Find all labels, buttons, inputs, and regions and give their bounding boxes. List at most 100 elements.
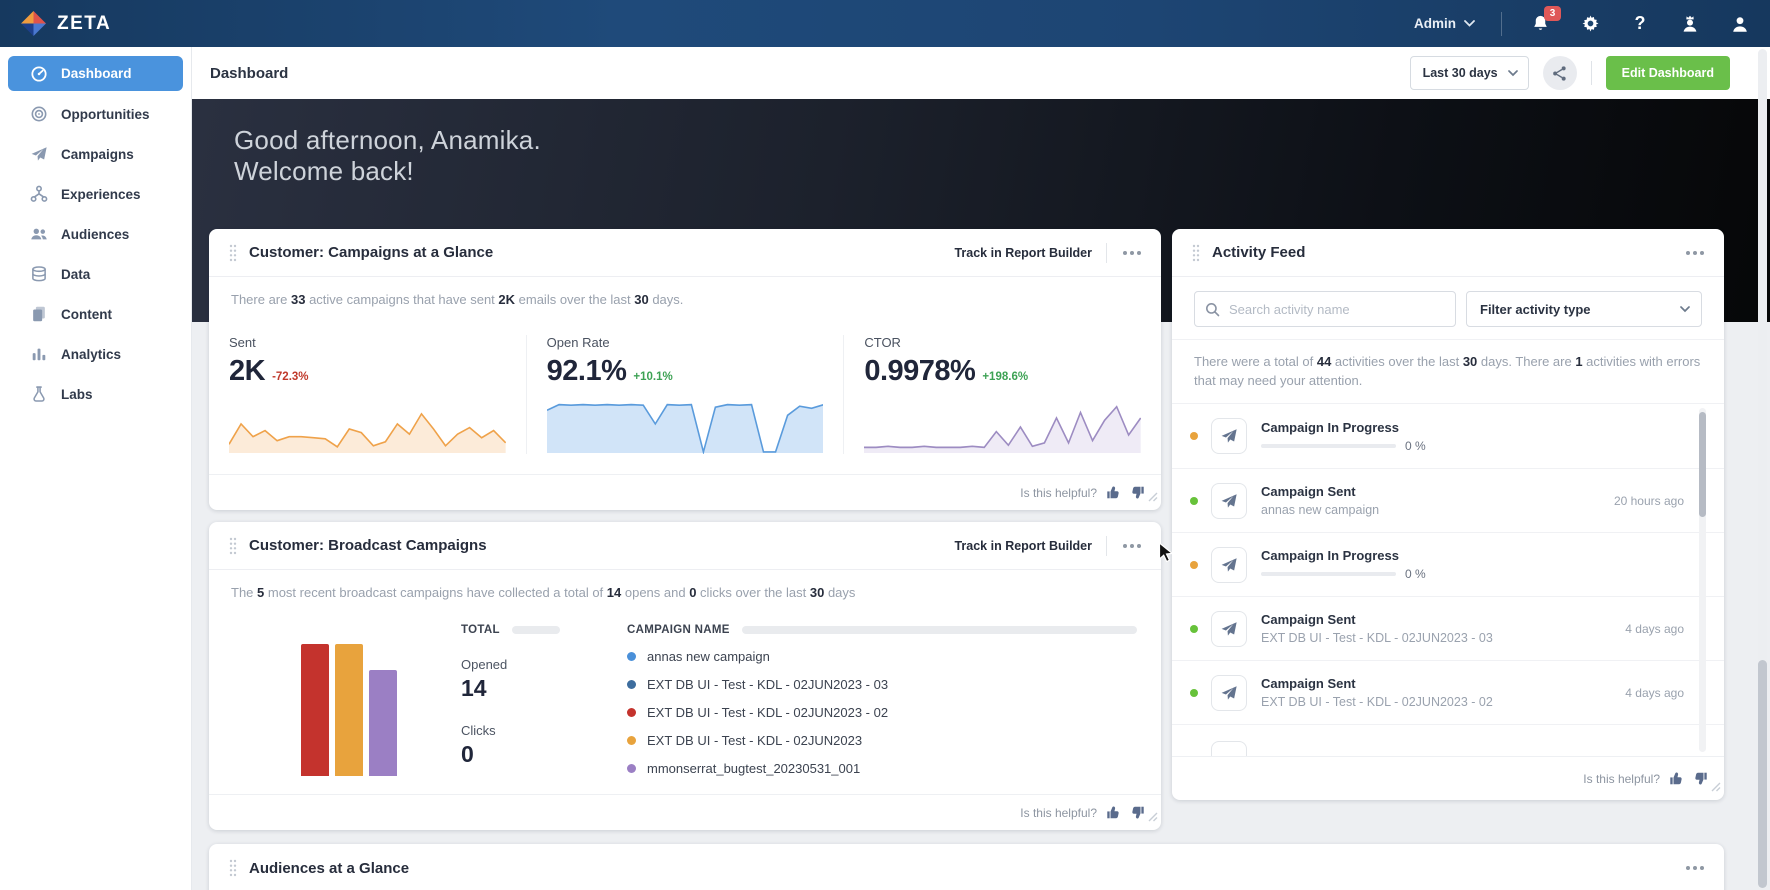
resize-handle-icon[interactable]: [1147, 809, 1158, 827]
campaign-icon-box: [1211, 610, 1247, 647]
track-in-report-builder-link[interactable]: Track in Report Builder: [954, 538, 1092, 553]
gauge-icon: [30, 65, 48, 83]
header-divider: [1106, 242, 1107, 263]
metric-value: 92.1%: [546, 355, 627, 387]
notification-badge: 3: [1544, 5, 1561, 21]
thumb-up-icon[interactable]: [1106, 805, 1121, 820]
bar-3: [335, 644, 363, 776]
activity-list: Campaign In Progress 0 %: [1172, 404, 1724, 756]
progress-bar: [1261, 572, 1396, 576]
sidebar-item-opportunities[interactable]: Opportunities: [8, 94, 183, 134]
opened-label: Opened: [461, 657, 508, 672]
page-header: Dashboard Last 30 days Edit Dashboard: [192, 47, 1770, 99]
date-range-select[interactable]: Last 30 days: [1409, 56, 1529, 90]
sidebar-item-label: Opportunities: [61, 106, 150, 122]
sidebar: Dashboard Opportunities Campaigns Experi…: [0, 47, 192, 890]
sidebar-item-audiences[interactable]: Audiences: [8, 214, 183, 254]
activity-item[interactable]: Campaign In Progress 0 %: [1172, 532, 1724, 596]
drag-handle-icon[interactable]: [229, 244, 237, 262]
sidebar-item-analytics[interactable]: Analytics: [8, 334, 183, 374]
chevron-down-icon: [1464, 20, 1475, 27]
activity-item-partial[interactable]: [1172, 724, 1724, 756]
track-in-report-builder-link[interactable]: Track in Report Builder: [954, 245, 1092, 260]
activity-scrollbar-thumb[interactable]: [1699, 412, 1706, 517]
zeta-logo[interactable]: ZETA: [20, 10, 111, 37]
admin-dropdown[interactable]: Admin: [1414, 16, 1475, 31]
sidebar-item-label: Dashboard: [61, 66, 132, 81]
column-header-bar: [741, 626, 1137, 634]
metric-value: 2K: [229, 355, 266, 387]
activity-title: Campaign Sent: [1261, 612, 1356, 627]
activity-item[interactable]: Campaign Sent annas new campaign 20 hour…: [1172, 468, 1724, 532]
share-button[interactable]: [1542, 56, 1577, 90]
edit-dashboard-button[interactable]: Edit Dashboard: [1605, 56, 1730, 90]
sidebar-item-data[interactable]: Data: [8, 254, 183, 294]
activity-item[interactable]: Campaign In Progress 0 %: [1172, 404, 1724, 468]
zeta-diamond-icon: [20, 10, 47, 37]
legend-item: EXT DB UI - Test - KDL - 02JUN2023: [627, 733, 1137, 748]
greeting-line1: Good afternoon, Anamika.: [234, 125, 541, 155]
activity-item[interactable]: Campaign Sent EXT DB UI - Test - KDL - 0…: [1172, 660, 1724, 724]
admin-users-button[interactable]: [1678, 12, 1702, 36]
thumb-down-icon[interactable]: [1693, 771, 1708, 786]
user-crown-icon: [1680, 14, 1700, 34]
sent-sparkline: [229, 412, 506, 453]
settings-button[interactable]: [1578, 12, 1602, 36]
page-scrollbar-thumb[interactable]: [1758, 660, 1767, 888]
broadcast-campaigns-card: Customer: Broadcast Campaigns Track in R…: [209, 522, 1161, 830]
thumb-up-icon[interactable]: [1669, 771, 1684, 786]
campaign-icon-box: [1211, 674, 1247, 711]
activity-timestamp: 4 days ago: [1625, 621, 1684, 636]
more-menu-icon[interactable]: [1121, 247, 1143, 259]
sidebar-item-experiences[interactable]: Experiences: [8, 174, 183, 214]
share-icon: [1551, 65, 1568, 82]
help-button[interactable]: ?: [1628, 12, 1652, 36]
sidebar-item-labs[interactable]: Labs: [8, 374, 183, 414]
more-menu-icon[interactable]: [1121, 540, 1143, 552]
sidebar-item-content[interactable]: Content: [8, 294, 183, 334]
metric-sent: Sent 2K -72.3%: [209, 335, 526, 454]
drag-handle-icon[interactable]: [1192, 244, 1200, 262]
activity-item[interactable]: Campaign Sent EXT DB UI - Test - KDL - 0…: [1172, 596, 1724, 660]
paper-plane-icon: [30, 145, 48, 163]
status-dot: [1190, 432, 1198, 440]
helpful-label: Is this helpful?: [1020, 805, 1097, 820]
sidebar-item-label: Experiences: [61, 186, 141, 202]
pages-icon: [30, 305, 48, 323]
ctor-sparkline: [864, 405, 1142, 453]
campaign-column-header: CAMPAIGN NAME: [627, 624, 730, 636]
resize-handle-icon[interactable]: [1147, 489, 1158, 507]
campaign-icon-box: [1211, 546, 1247, 583]
sidebar-item-label: Analytics: [61, 346, 122, 362]
progress-percent: 0 %: [1405, 438, 1426, 453]
metric-delta: -72.3%: [272, 371, 309, 383]
more-menu-icon[interactable]: [1684, 247, 1706, 259]
account-button[interactable]: [1728, 12, 1752, 36]
header-divider: [1106, 535, 1107, 556]
resize-handle-icon[interactable]: [1710, 779, 1721, 797]
sidebar-item-dashboard[interactable]: Dashboard: [8, 56, 183, 91]
status-dot: [1190, 688, 1198, 697]
status-dot: [1190, 560, 1198, 569]
more-menu-icon[interactable]: [1684, 862, 1706, 874]
metrics-row: Sent 2K -72.3% Open Rate 92.1%: [209, 321, 1161, 474]
bell-icon: [1531, 14, 1550, 33]
card-summary: There are 33 active campaigns that have …: [231, 292, 684, 307]
drag-handle-icon[interactable]: [229, 537, 237, 555]
activity-search-input[interactable]: [1229, 301, 1445, 317]
page-title: Dashboard: [210, 64, 289, 82]
legend-label: annas new campaign: [647, 649, 770, 664]
metric-delta: +10.1%: [633, 371, 673, 383]
chevron-down-icon: [1680, 305, 1690, 313]
activity-filter-select[interactable]: Filter activity type: [1466, 291, 1702, 327]
sidebar-item-campaigns[interactable]: Campaigns: [8, 134, 183, 174]
thumb-up-icon[interactable]: [1106, 485, 1121, 500]
legend-dot: [627, 652, 636, 661]
admin-label: Admin: [1414, 16, 1456, 31]
sidebar-item-label: Data: [61, 266, 91, 282]
gear-icon: [1581, 14, 1600, 33]
thumb-down-icon[interactable]: [1130, 805, 1145, 820]
notifications-button[interactable]: 3: [1528, 5, 1561, 36]
thumb-down-icon[interactable]: [1130, 485, 1145, 500]
drag-handle-icon[interactable]: [229, 859, 237, 877]
